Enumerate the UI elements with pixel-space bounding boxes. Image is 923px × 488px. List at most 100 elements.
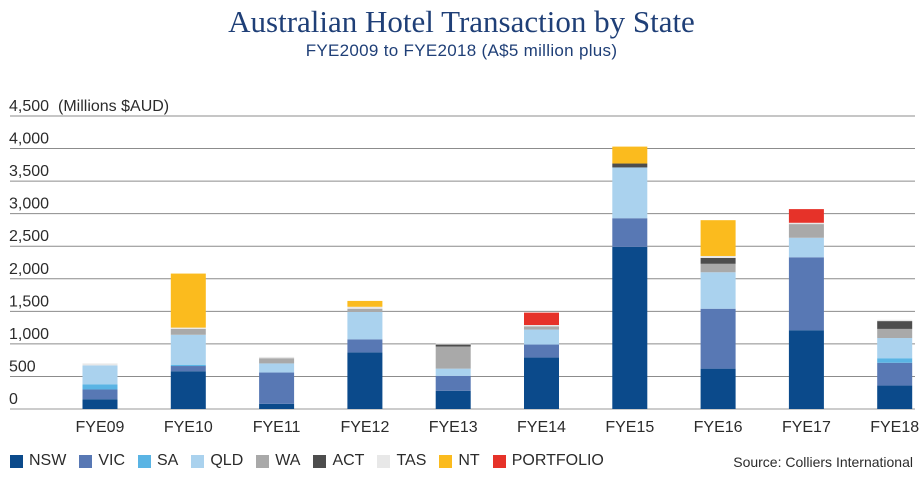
bar-segment-tas-fye12 — [347, 306, 383, 309]
bar-segment-vic-fye11 — [259, 372, 295, 404]
x-tick-label: FYE14 — [517, 419, 566, 436]
bar-segment-vic-fye17 — [788, 257, 824, 331]
legend-item-act: ACT — [313, 452, 364, 470]
y-tick-labels: 0 500 1,000 1,500 2,000 2,500 3,000 3,500 4,000 4… — [9, 98, 49, 408]
legend-item-sa: SA — [138, 452, 178, 470]
bar-segment-act-fye18 — [877, 321, 913, 329]
legend-swatch — [191, 454, 205, 468]
x-tick-label: FYE17 — [782, 419, 831, 436]
bar-segment-tas-fye10 — [170, 327, 206, 329]
bar-segment-vic-fye12 — [347, 339, 383, 353]
legend-item-tas: TAS — [377, 452, 426, 470]
y-tick-label: 500 — [9, 358, 36, 375]
source-note: Source: Colliers International — [733, 454, 913, 470]
legend-label: SA — [157, 452, 179, 469]
stacked-bar-chart: 0 500 1,000 1,500 2,000 2,500 3,000 3,500 4,000 4… — [9, 98, 919, 436]
bar-segment-vic-fye18 — [877, 362, 913, 386]
bar-segment-vic-fye14 — [524, 344, 559, 358]
bar-segment-tas-fye14 — [524, 325, 559, 327]
legend-item-nt: NT — [439, 452, 480, 470]
bar-segment-nsw-fye09 — [82, 399, 118, 409]
bar-segment-qld-fye17 — [788, 237, 824, 258]
bar-segment-act-fye13 — [435, 344, 471, 347]
legend-swatch — [256, 454, 270, 468]
bar-segment-wa-fye18 — [877, 328, 913, 339]
bar-segment-tas-fye17 — [788, 222, 824, 225]
bar-marks — [82, 146, 913, 409]
bar-segment-qld-fye09 — [82, 365, 118, 385]
legend-swatch — [10, 454, 23, 468]
y-tick-label: 2,000 — [9, 261, 49, 278]
x-tick-label: FYE13 — [429, 419, 478, 436]
y-tick-label: 1,500 — [9, 293, 49, 310]
bar-segment-qld-fye11 — [259, 363, 295, 373]
bar-segment-qld-fye10 — [170, 334, 206, 365]
bar-segment-qld-fye14 — [524, 329, 559, 345]
bar-segment-qld-fye16 — [700, 272, 736, 309]
legend-label: ACT — [332, 452, 365, 469]
legend-swatch — [138, 454, 151, 468]
bar-segment-nsw-fye15 — [612, 246, 648, 409]
bar-segment-sa-fye10 — [170, 364, 206, 367]
y-tick-label: 3,000 — [9, 196, 49, 213]
legend-label: WA — [275, 452, 301, 469]
bar-segment-portfolio-fye14 — [524, 312, 559, 326]
bar-segment-wa-fye16 — [700, 263, 736, 273]
x-tick-label: FYE11 — [253, 419, 301, 436]
legend-label: TAS — [396, 452, 427, 469]
legend-item-nsw: NSW — [10, 452, 66, 470]
legend-item-vic: VIC — [79, 452, 125, 470]
legend-label: QLD — [210, 452, 244, 469]
bar-segment-nt-fye12 — [347, 300, 383, 307]
legend-label: VIC — [98, 452, 125, 469]
y-tick-label: 4,500 — [9, 98, 49, 115]
y-tick-label: 2,500 — [9, 228, 49, 245]
bar-segment-qld-fye12 — [347, 311, 383, 340]
legend-swatch — [492, 454, 506, 468]
bar-segment-vic-fye09 — [82, 389, 118, 400]
bar-segment-act-fye15 — [612, 163, 648, 168]
bar-segment-sa-fye18 — [877, 358, 913, 363]
bar-segment-act-fye16 — [700, 257, 736, 264]
bar-segment-nsw-fye10 — [170, 371, 206, 409]
bar-segment-tas-fye11 — [259, 356, 295, 359]
y-tick-label: 3,500 — [9, 163, 49, 180]
bar-segment-qld-fye13 — [435, 368, 471, 376]
x-tick-label: FYE16 — [694, 419, 743, 436]
y-tick-label: 0 — [9, 391, 18, 408]
y-axis-label: (Millions $AUD) — [58, 98, 169, 115]
bar-segment-tas-fye13 — [435, 343, 471, 345]
legend-swatch — [439, 454, 453, 468]
bar-segment-vic-fye16 — [700, 308, 736, 369]
y-tick-label: 1,000 — [9, 326, 49, 343]
y-tick-label: 4,000 — [9, 131, 49, 148]
bar-segment-vic-fye13 — [435, 375, 471, 391]
bar-segment-nt-fye15 — [612, 146, 648, 164]
legend-swatch — [377, 454, 391, 468]
bar-segment-qld-fye15 — [612, 167, 648, 219]
bar-segment-wa-fye13 — [435, 346, 471, 369]
bar-segment-wa-fye10 — [170, 328, 206, 335]
legend: NSW VIC SA QLD WA ACT TAS NT PORTFOLIO — [10, 452, 617, 470]
bar-segment-tas-fye18 — [877, 319, 913, 322]
x-tick-label: FYE15 — [605, 419, 654, 436]
bar-segment-sa-fye09 — [82, 384, 118, 390]
bar-segment-tas-fye16 — [700, 255, 736, 258]
bar-segment-portfolio-fye17 — [788, 209, 824, 223]
bar-segment-nsw-fye12 — [347, 352, 383, 409]
bar-segment-vic-fye15 — [612, 218, 648, 247]
bar-segment-nt-fye10 — [170, 273, 206, 328]
chart-title: Australian Hotel Transaction by State — [228, 4, 695, 39]
bar-segment-vic-fye10 — [170, 366, 206, 372]
legend-label: NSW — [29, 452, 67, 469]
x-tick-label: FYE12 — [340, 419, 389, 436]
legend-label: NT — [458, 452, 480, 469]
bar-segment-wa-fye17 — [788, 224, 824, 238]
legend-swatch — [79, 454, 93, 468]
chart-subtitle: FYE2009 to FYE2018 (A$5 million plus) — [305, 41, 618, 60]
legend-item-wa: WA — [256, 452, 300, 470]
legend-item-portfolio: PORTFOLIO — [492, 452, 604, 470]
x-tick-label: FYE09 — [76, 419, 125, 436]
x-tick-label: FYE18 — [870, 419, 919, 436]
x-tick-label: FYE10 — [164, 419, 213, 436]
